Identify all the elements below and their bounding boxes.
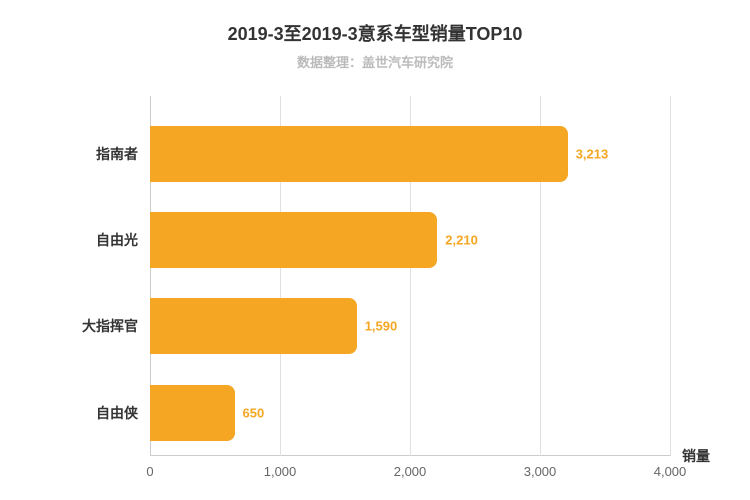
bar: [150, 385, 235, 441]
bar: [150, 126, 568, 182]
x-tick-label: 1,000: [264, 464, 297, 479]
x-tick-label: 3,000: [524, 464, 557, 479]
bar-value-label: 650: [243, 405, 265, 420]
bar-row: 1,590: [150, 298, 670, 354]
x-tick-label: 2,000: [394, 464, 427, 479]
x-tick-label: 0: [146, 464, 153, 479]
plot-area: 01,0002,0003,0004,000销量指南者3,213自由光2,210大…: [150, 96, 670, 456]
chart-container: 2019-3至2019-3意系车型销量TOP10 数据整理：盖世汽车研究院 01…: [0, 0, 750, 500]
x-tick-label: 4,000: [654, 464, 687, 479]
bar-value-label: 3,213: [576, 146, 609, 161]
chart-subtitle: 数据整理：盖世汽车研究院: [40, 52, 710, 71]
x-axis-title: 销量: [682, 446, 710, 466]
chart-title: 2019-3至2019-3意系车型销量TOP10: [40, 20, 710, 46]
bar: [150, 212, 437, 268]
grid-line: [670, 96, 671, 456]
bar-value-label: 2,210: [445, 233, 478, 248]
y-category-label: 自由光: [96, 230, 150, 250]
bar: [150, 298, 357, 354]
bar-value-label: 1,590: [365, 319, 398, 334]
bar-row: 650: [150, 385, 670, 441]
y-category-label: 指南者: [96, 144, 150, 164]
plot-inner: 01,0002,0003,0004,000销量指南者3,213自由光2,210大…: [150, 96, 670, 456]
y-category-label: 自由侠: [96, 403, 150, 423]
bar-row: 3,213: [150, 126, 670, 182]
bar-row: 2,210: [150, 212, 670, 268]
y-category-label: 大指挥官: [82, 316, 150, 336]
